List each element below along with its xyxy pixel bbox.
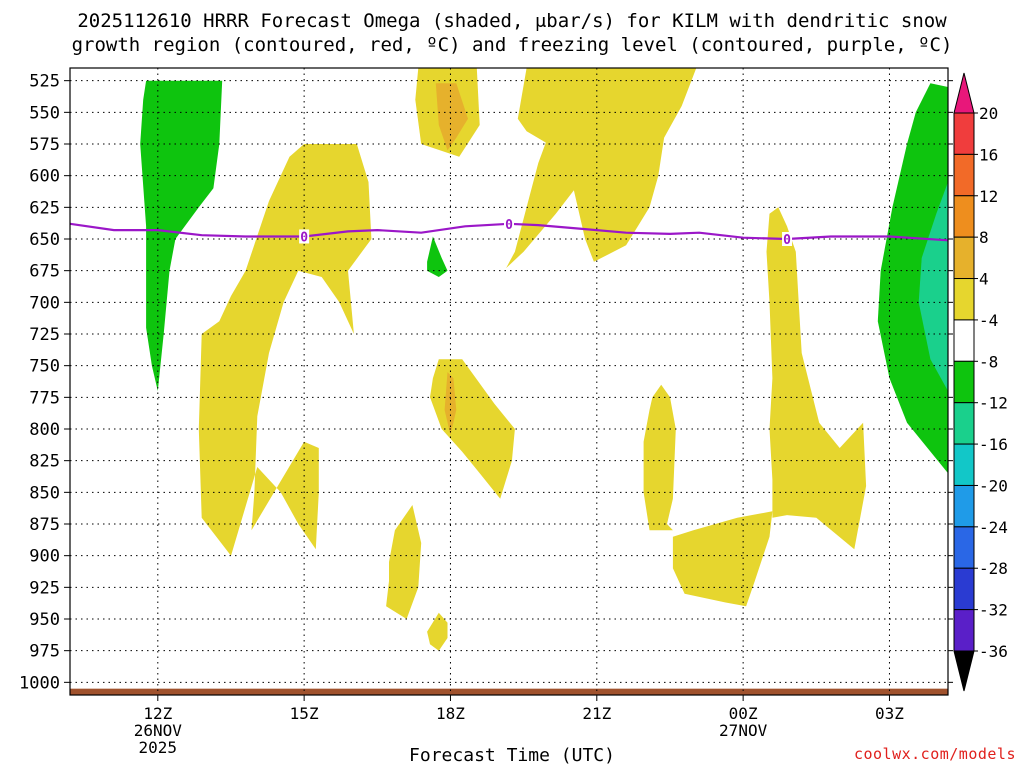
- colorbar-segment-12: [953, 609, 975, 652]
- y-tick-label-900: 900: [29, 547, 60, 567]
- freezing-level-label-2: 0: [783, 233, 791, 248]
- x-tick-label-26NOV: 26NOV: [134, 721, 183, 740]
- x-tick-label-15Z: 15Z: [290, 704, 319, 723]
- x-tick-label-00Z: 00Z: [729, 704, 758, 723]
- y-tick-label-725: 725: [29, 325, 60, 345]
- chart-title-line2: growth region (contoured, red, ºC) and f…: [71, 34, 953, 56]
- colorbar-segment-4: [953, 278, 975, 321]
- omega-region-6-label-4: [506, 68, 606, 269]
- colorbar-segment-7: [953, 402, 975, 445]
- omega-region-7-label-4: [517, 68, 697, 262]
- freezing-level-label-1: 0: [505, 218, 513, 233]
- omega-region-11-label-4: [643, 384, 676, 531]
- y-tick-label-550: 550: [29, 103, 60, 123]
- y-tick-label-800: 800: [29, 420, 60, 440]
- colorbar-label--20: -20: [979, 476, 1008, 495]
- colorbar-label--8: -8: [979, 352, 998, 371]
- colorbar-label-16: 16: [979, 145, 998, 164]
- y-tick-label-825: 825: [29, 452, 60, 472]
- x-tick-label-21Z: 21Z: [582, 704, 611, 723]
- chart-title-line1: 2025112610 HRRR Forecast Omega (shaded, …: [77, 10, 947, 32]
- y-tick-label-675: 675: [29, 262, 60, 282]
- y-tick-label-950: 950: [29, 610, 60, 630]
- y-tick-label-525: 525: [29, 72, 60, 92]
- y-tick-label-575: 575: [29, 135, 60, 155]
- colorbar-label--24: -24: [979, 518, 1008, 537]
- colorbar: 20 16 12 8 4 -4 -8 -12 -16 -20 -24 -28 -32 -36: [953, 72, 1008, 692]
- plot-area: 0 0 0: [70, 68, 948, 695]
- colorbar-label--28: -28: [979, 559, 1008, 578]
- colorbar-label-20: 20: [979, 104, 998, 123]
- colorbar-segment-6: [953, 360, 975, 404]
- colorbar-segment-3: [953, 236, 975, 280]
- omega-region-12-label-4: [672, 511, 773, 607]
- colorbar-segment-5: [953, 319, 975, 362]
- colorbar-segment-1: [953, 153, 975, 197]
- omega-region-13-label-4: [766, 207, 867, 550]
- colorbar-label-4: 4: [979, 270, 989, 289]
- colorbar-label--32: -32: [979, 601, 1008, 620]
- x-tick-label-12Z: 12Z: [143, 704, 172, 723]
- y-tick-label-975: 975: [29, 642, 60, 662]
- omega-region-0-label--8: [140, 80, 223, 391]
- colorbar-bottom-arrow: [953, 650, 975, 692]
- y-tick-label-1000: 1000: [19, 673, 60, 693]
- colorbar-segment-0: [953, 112, 975, 155]
- colorbar-label--16: -16: [979, 435, 1008, 454]
- omega-region-orange-0-label-8: [435, 83, 468, 151]
- x-tick-label-27NOV: 27NOV: [719, 721, 768, 740]
- y-tick-label-650: 650: [29, 230, 60, 250]
- surface-terrain-band: [70, 688, 948, 695]
- colorbar-segment-2: [953, 195, 975, 238]
- y-tick-label-875: 875: [29, 515, 60, 535]
- plot-frame: [69, 67, 949, 696]
- freezing-level-label-bg-0: [299, 229, 310, 244]
- colorbar-segment-8: [953, 443, 975, 486]
- colorbar-label-12: 12: [979, 187, 998, 206]
- source-credit[interactable]: coolwx.com/models: [853, 745, 1016, 763]
- y-tick-label-850: 850: [29, 483, 60, 503]
- colorbar-segment-11: [953, 567, 975, 611]
- omega-region-4-label-4: [198, 144, 372, 556]
- omega-region-9-label-4: [386, 505, 422, 619]
- x-axis-label: Forecast Time (UTC): [409, 745, 615, 766]
- colorbar-segment-9: [953, 484, 975, 528]
- y-tick-label-925: 925: [29, 578, 60, 598]
- freezing-level-label-bg-2: [782, 232, 793, 246]
- y-tick-label-700: 700: [29, 293, 60, 313]
- freezing-level-label-0: 0: [300, 230, 308, 245]
- x-tick-label-18Z: 18Z: [436, 704, 465, 723]
- omega-region-3-label--8: [427, 236, 448, 277]
- y-tick-label-625: 625: [29, 198, 60, 218]
- colorbar-segment-10: [953, 526, 975, 569]
- colorbar-top-arrow: [953, 72, 975, 114]
- x-tick-label-03Z: 03Z: [875, 704, 904, 723]
- y-tick-label-600: 600: [29, 167, 60, 187]
- omega-region-2-label--12: [918, 182, 948, 391]
- colorbar-label--36: -36: [979, 642, 1008, 661]
- omega-region-10-label-4: [427, 612, 448, 651]
- freezing-level-label-bg-1: [504, 216, 514, 231]
- omega-region-1-label--8: [877, 83, 948, 474]
- x-tick-label-2025: 2025: [139, 738, 178, 757]
- colorbar-label--12: -12: [979, 394, 1008, 413]
- y-tick-label-750: 750: [29, 357, 60, 377]
- colorbar-label-8: 8: [979, 228, 989, 247]
- y-tick-label-775: 775: [29, 388, 60, 408]
- colorbar-label--4: -4: [979, 311, 998, 330]
